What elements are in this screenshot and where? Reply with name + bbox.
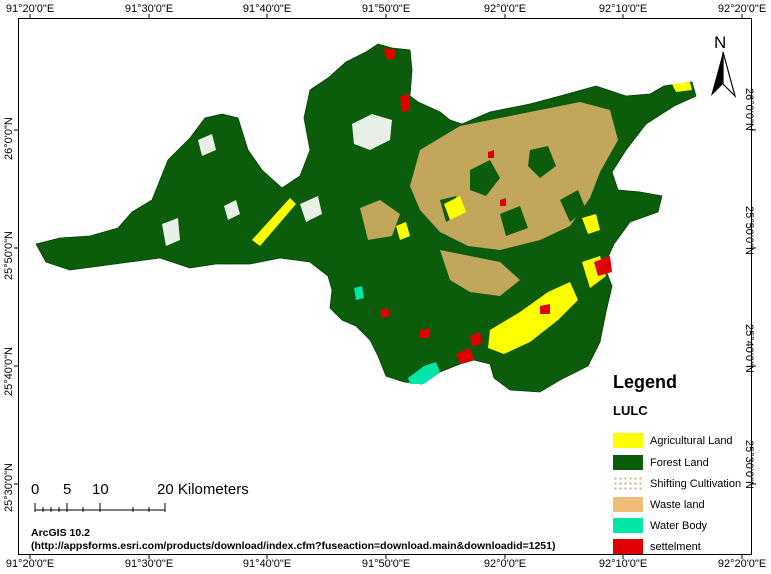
settlement-zones: [380, 48, 612, 364]
scale-label-0: 0: [31, 481, 40, 498]
legend-label: Waste land: [650, 498, 705, 511]
legend-swatch-shifting: [613, 476, 643, 491]
lon-label-top-3: 91°40'0"E: [242, 3, 292, 15]
lon-label-top-2: 91°30'0"E: [124, 3, 174, 15]
legend-subtitle: LULC: [613, 403, 648, 418]
scale-bar: [34, 503, 166, 512]
map-frame: [18, 18, 752, 555]
lon-label-bottom-1: 91°20'0"E: [5, 558, 55, 570]
lon-label-bottom-6: 92°10'0"E: [598, 558, 648, 570]
lon-label-top-7: 92°20'0"E: [717, 3, 767, 15]
legend-swatch-water: [613, 518, 643, 533]
shifting-cultivation-zones: [162, 114, 392, 246]
legend-item-waste-land: Waste land: [613, 496, 705, 513]
legend-title: Legend: [613, 372, 678, 392]
lon-label-bottom-4: 91°50'0"E: [361, 558, 411, 570]
scale-label-20-km: 20 Kilometers: [157, 481, 249, 498]
legend-swatch-forest: [613, 455, 643, 470]
legend-label: Shifting Cultivation: [650, 477, 742, 490]
legend-label: settelment: [650, 540, 701, 553]
legend-label: Water Body: [650, 519, 708, 532]
north-letter: N: [714, 33, 727, 52]
legend-item-settlement: settelment: [613, 538, 701, 555]
legend-item-agricultural-land: Agricultural Land: [613, 432, 733, 449]
lon-label-top-1: 91°20'0"E: [5, 3, 55, 15]
scale-label-10: 10: [92, 481, 109, 498]
legend-swatch-waste: [613, 497, 643, 512]
graticule-ticks: [14, 14, 756, 559]
legend-label: Agricultural Land: [650, 434, 733, 447]
north-arrow-icon: [711, 51, 737, 99]
scale-label-5: 5: [63, 481, 72, 498]
lon-label-bottom-7: 92°20'0"E: [717, 558, 767, 570]
legend-swatch-settlement: [613, 539, 643, 554]
legend-item-forest-land: Forest Land: [613, 454, 709, 471]
lon-label-bottom-3: 91°40'0"E: [242, 558, 292, 570]
lon-label-bottom-5: 92°0'0"E: [483, 558, 527, 570]
water-body-zones: [354, 286, 440, 384]
lon-label-top-6: 92°10'0"E: [598, 3, 648, 15]
legend-item-shifting-cultivation: Shifting Cultivation: [613, 475, 741, 492]
lon-label-bottom-2: 91°30'0"E: [124, 558, 174, 570]
legend-swatch-agricultural: [613, 433, 643, 448]
lon-label-top-4: 91°50'0"E: [361, 3, 411, 15]
credit-software: ArcGIS 10.2: [31, 527, 90, 539]
legend-label: Forest Land: [650, 456, 709, 469]
legend-item-water-body: Water Body: [613, 517, 707, 534]
credit-url: (http://appsforms.esri.com/products/down…: [31, 540, 556, 552]
lon-label-top-5: 92°0'0"E: [483, 3, 527, 15]
